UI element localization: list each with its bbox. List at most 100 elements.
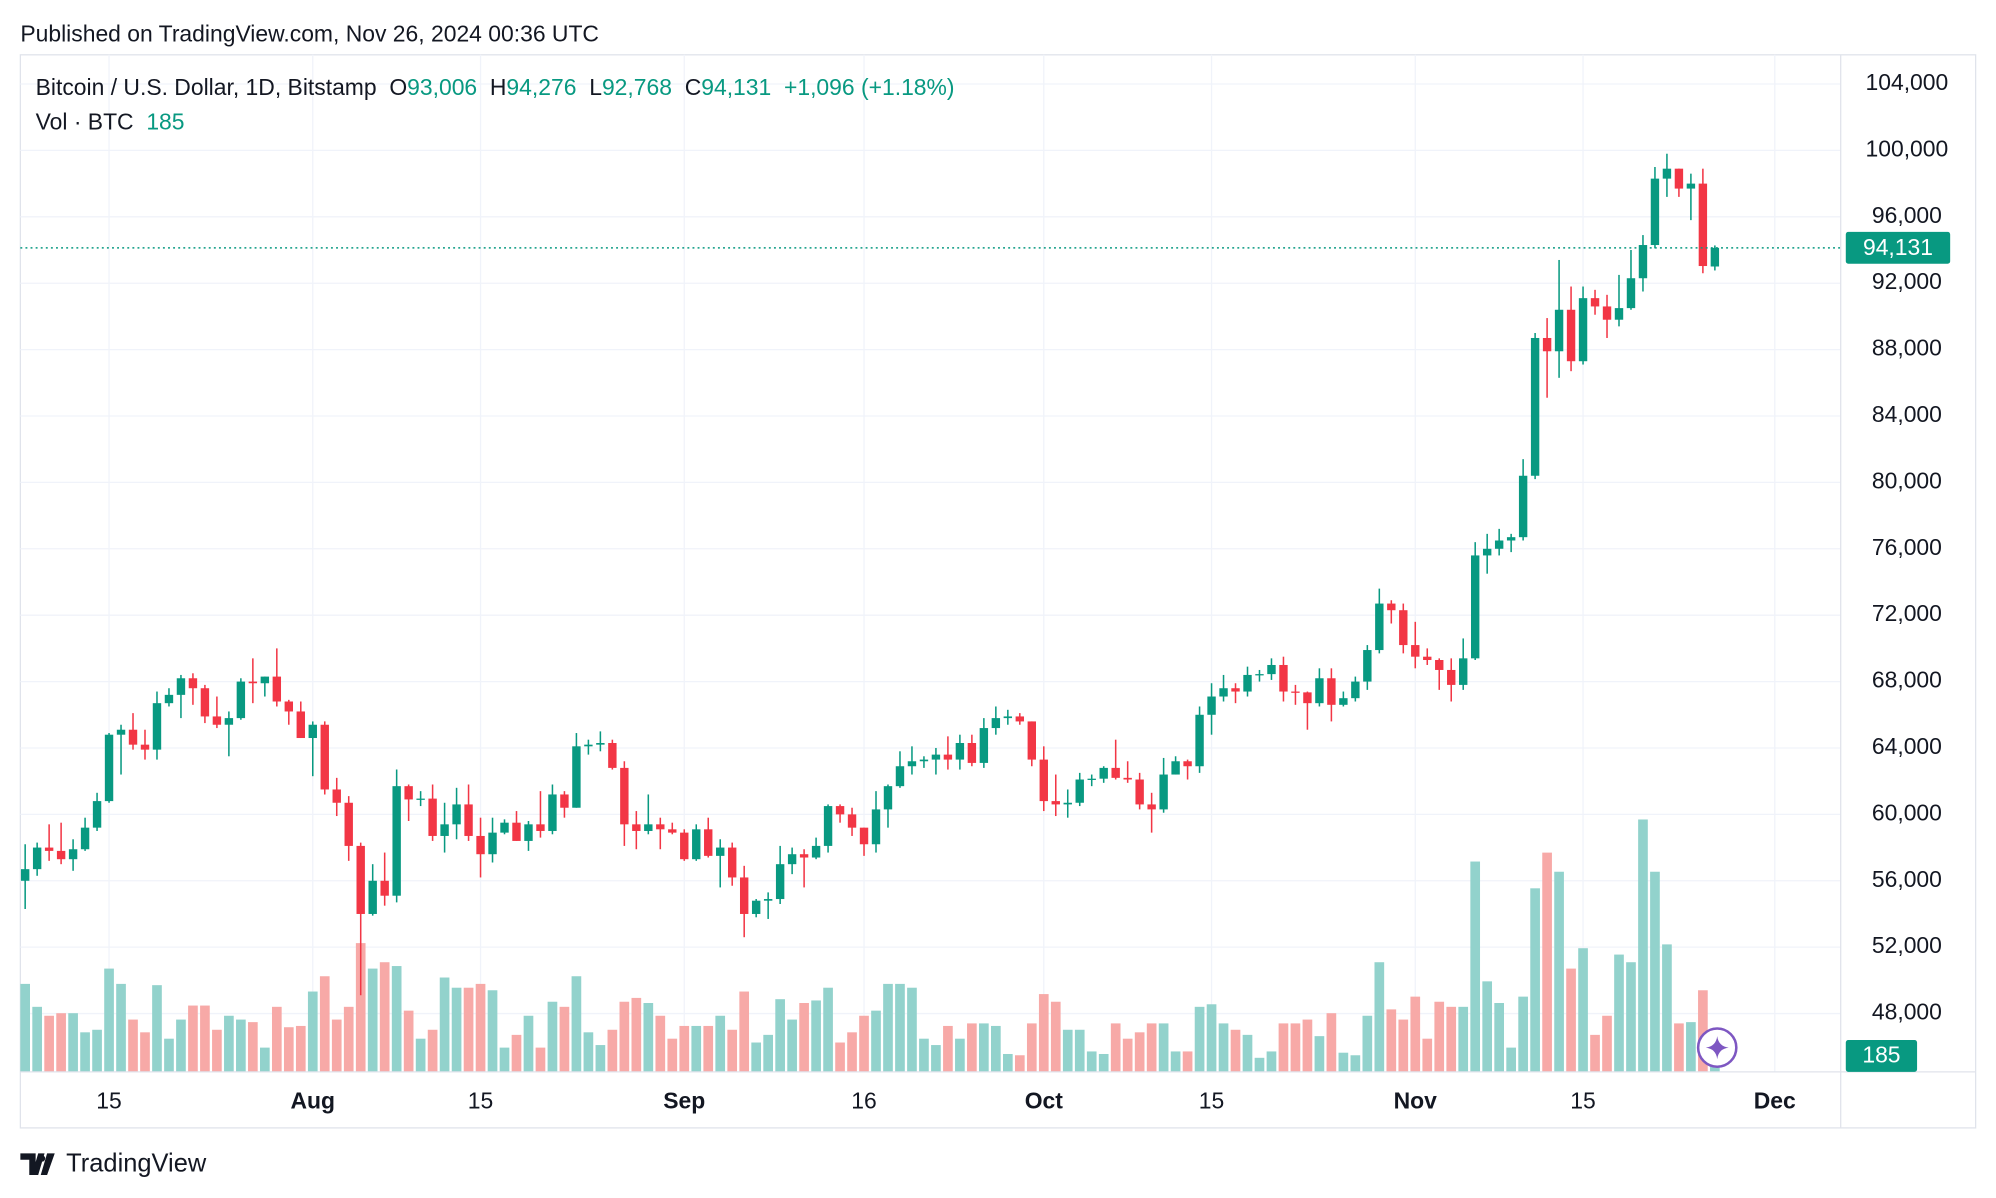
candle-body [751, 900, 761, 914]
candle-body [308, 724, 317, 739]
candle-body [680, 832, 689, 860]
candle-body [1255, 674, 1264, 676]
volume-bar [1110, 1023, 1121, 1072]
y-tick-label: 56,000 [1872, 866, 1942, 892]
volume-bar [1542, 852, 1552, 1072]
volume-bar [104, 968, 114, 1072]
volume-bar [56, 1013, 66, 1072]
volume-bar [307, 991, 318, 1072]
candle-body [1530, 337, 1540, 476]
candle-body [224, 718, 234, 725]
volume-bar [943, 1025, 953, 1072]
candle-body [1207, 696, 1216, 715]
candle-body [1231, 688, 1240, 692]
candle-body [979, 728, 989, 763]
volume-bar [200, 1005, 210, 1072]
candle-body [44, 847, 54, 851]
volume-bar [739, 991, 750, 1072]
volume-badge-label: 185 [1862, 1042, 1900, 1068]
volume-bar [1194, 1006, 1205, 1072]
volume-bar [1530, 888, 1540, 1072]
candle-body [1506, 537, 1516, 541]
candle-body [1327, 678, 1336, 705]
volume-bar [319, 976, 330, 1072]
candle-body [260, 676, 270, 684]
candle-body [775, 864, 785, 900]
volume-bar [463, 987, 474, 1072]
volume-bar [1338, 1052, 1349, 1072]
volume-bar [667, 1038, 678, 1072]
candle-body [1027, 721, 1036, 760]
volume-bar [20, 983, 30, 1072]
candle-body [1494, 540, 1504, 549]
volume-badge [1845, 1039, 1918, 1072]
candle-body [236, 681, 246, 719]
volume-bar [1626, 962, 1636, 1072]
candle-body [871, 809, 881, 845]
candle-body [356, 845, 365, 914]
candle-body [200, 688, 210, 717]
volume-bar [607, 1029, 618, 1072]
candle-body [1566, 309, 1576, 362]
volume-bar [1146, 1023, 1157, 1072]
volume-bar [583, 1032, 594, 1072]
volume-bar [1050, 1001, 1061, 1072]
x-tick-label: Dec [1754, 1087, 1796, 1113]
candle-body [428, 798, 437, 836]
candle-body [1399, 610, 1408, 646]
candle-body [1602, 306, 1612, 320]
candle-body [116, 729, 126, 735]
candle-body [1554, 309, 1564, 352]
volume-bar [979, 1023, 989, 1072]
volume-bar [1710, 1065, 1720, 1072]
candle-body [656, 824, 665, 830]
candle-body [1159, 774, 1168, 810]
low: 92,768 [602, 74, 672, 100]
candle-body [1111, 767, 1120, 778]
candle-body [1291, 691, 1300, 693]
volume-bar [331, 1019, 342, 1072]
y-tick-label: 60,000 [1872, 799, 1942, 825]
y-tick-label: 88,000 [1872, 335, 1942, 361]
candle-body [140, 744, 150, 750]
volume-bar [1650, 871, 1660, 1072]
volume-bar [1086, 1051, 1097, 1072]
candle-body [895, 766, 905, 787]
volume-bar [967, 1023, 977, 1072]
y-tick-label: 76,000 [1872, 534, 1942, 560]
candle-body [248, 681, 258, 684]
volume-bar [379, 962, 390, 1072]
candle-body [787, 854, 797, 865]
volume-bar [1074, 1029, 1085, 1072]
volume-bar [1554, 871, 1564, 1072]
volume-bar [1314, 1036, 1325, 1072]
candle-body [1482, 548, 1492, 556]
volume-bar [1482, 981, 1493, 1072]
candle-body [931, 754, 941, 760]
candle-body [799, 854, 809, 858]
volume-bar [140, 1032, 150, 1072]
ai-icon[interactable] [1696, 1027, 1738, 1069]
icon-star[interactable] [1705, 1036, 1729, 1060]
volume-bar [1518, 996, 1528, 1072]
candle-body [404, 786, 413, 800]
candle-body [1470, 555, 1480, 659]
candle-body [368, 880, 377, 914]
volume-bar [559, 1006, 570, 1072]
volume-bar [487, 990, 498, 1072]
volume-bar [631, 997, 642, 1072]
volume-bar [1218, 1023, 1229, 1072]
candle-body [728, 847, 737, 878]
y-tick-label: 52,000 [1872, 932, 1942, 958]
candle-body [1351, 681, 1360, 699]
volume-bar [283, 1027, 294, 1072]
volume-bar [823, 987, 833, 1072]
candle-body [1123, 777, 1132, 780]
volume-bar [116, 983, 126, 1072]
volume-bar [128, 1019, 138, 1072]
volume-bar [1662, 944, 1672, 1072]
candle-body [1087, 778, 1096, 780]
candle-body [548, 794, 557, 831]
